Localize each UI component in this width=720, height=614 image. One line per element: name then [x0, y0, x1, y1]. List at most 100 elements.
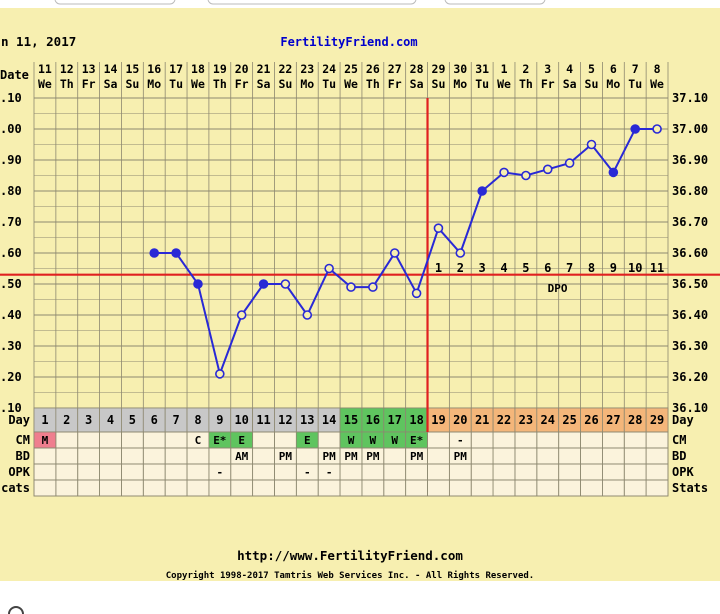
- weekday-label: Tu: [628, 77, 642, 91]
- cycle-day-number: 25: [562, 413, 576, 427]
- temperature-point: [324, 263, 334, 274]
- temp-tick-label-left: .50: [0, 277, 22, 291]
- dpo-number: 9: [610, 261, 617, 275]
- temp-tick-label-right: 36.80: [672, 184, 708, 198]
- row-label-left: CM: [16, 433, 30, 447]
- dpo-number: 11: [650, 261, 664, 275]
- date-number: 1: [501, 62, 508, 76]
- weekday-label: Tu: [169, 77, 183, 91]
- date-number: 31: [475, 62, 489, 76]
- temperature-point: [149, 248, 160, 258]
- dpo-number: 4: [500, 261, 507, 275]
- cycle-day-number: 24: [541, 413, 555, 427]
- dpo-number: 7: [566, 261, 573, 275]
- date-number: 5: [588, 62, 595, 76]
- date-number: 20: [235, 62, 249, 76]
- cycle-day-number: 29: [650, 413, 664, 427]
- temperature-point: [215, 369, 225, 379]
- temp-tick-label-right: 36.50: [672, 277, 708, 291]
- table-row: [33, 463, 669, 481]
- weekday-label: Fr: [388, 77, 402, 91]
- temperature-point: [608, 167, 619, 178]
- cycle-data-table: 1 2 3 4 5 6 7 8 9 10 11 12 13 14 15 16 17 18 19 20 21 22 23 24 2…: [1, 407, 708, 497]
- weekday-label: Sa: [104, 77, 118, 91]
- table-cell-value: PM: [344, 450, 358, 463]
- weekday-label: Tu: [475, 77, 489, 91]
- cycle-day-number: 8: [194, 413, 201, 427]
- date-number: 26: [366, 62, 380, 76]
- cycle-day-number: 26: [584, 413, 598, 427]
- temperature-axis-right: 37.10 37.00 36.90 36.80 36.70 36.60 36.50 36.40…: [672, 91, 708, 415]
- date-number: 28: [410, 62, 424, 76]
- weekday-label: Mo: [300, 77, 314, 91]
- temperature-point: [368, 282, 378, 292]
- temperature-axis-left: .10 .00 .90 .80 .70 .60 .50 .40 .30 .20 .10: [0, 91, 22, 415]
- cycle-day-number: 18: [409, 413, 423, 427]
- top-control-right[interactable]: [444, 0, 546, 5]
- temp-tick-label-left: .90: [0, 153, 22, 167]
- cycle-day-number: 28: [628, 413, 642, 427]
- weekday-label: Mo: [453, 77, 467, 91]
- dpo-number: 2: [457, 261, 464, 275]
- weekday-label: Th: [60, 77, 74, 91]
- row-label-right: Day: [672, 413, 694, 427]
- cycle-day-number: 12: [278, 413, 292, 427]
- row-label-left: cats: [1, 481, 30, 495]
- top-control-left[interactable]: [54, 0, 176, 5]
- temp-tick-label-right: 36.40: [672, 308, 708, 322]
- temperature-point: [564, 158, 575, 168]
- date-number: 25: [344, 62, 358, 76]
- dpo-number: 10: [628, 261, 642, 275]
- temperature-point: [455, 248, 466, 258]
- cycle-day-number: 27: [606, 413, 620, 427]
- date-number: 2: [522, 62, 529, 76]
- date-number: 14: [104, 62, 118, 76]
- table-cell-value: W: [348, 434, 355, 447]
- row-label-right: OPK: [672, 465, 694, 479]
- row-label-right: Stats: [672, 481, 708, 495]
- weekday-label: Th: [366, 77, 380, 91]
- footer-copyright: Copyright 1998-2017 Tamtris Web Services…: [166, 570, 534, 581]
- cycle-day-number: 23: [519, 413, 533, 427]
- temp-tick-label-right: 36.70: [672, 215, 708, 229]
- cycle-day-number: 21: [475, 413, 489, 427]
- temp-tick-label-left: .10: [0, 401, 22, 415]
- top-control-middle[interactable]: [207, 0, 417, 5]
- weekday-label: Su: [278, 77, 292, 91]
- date-number: 4: [566, 62, 573, 76]
- weekday-label: Sa: [563, 77, 577, 91]
- weekday-label: Su: [585, 77, 599, 91]
- cycle-day-number: 14: [322, 413, 336, 427]
- table-cell-value: PM: [279, 450, 293, 463]
- temperature-point: [411, 288, 422, 299]
- cycle-day-number: 22: [497, 413, 511, 427]
- date-number: 6: [610, 62, 617, 76]
- weekday-label: Sa: [410, 77, 424, 91]
- cycle-day-number: 3: [85, 413, 92, 427]
- weekday-label: Th: [213, 77, 227, 91]
- temp-tick-label-right: 36.10: [672, 401, 708, 415]
- table-cell-value: -: [304, 466, 311, 479]
- row-label-right: BD: [672, 449, 686, 463]
- weekday-label: Su: [125, 77, 139, 91]
- temp-tick-label-left: .00: [0, 122, 22, 136]
- temp-tick-label-left: .40: [0, 308, 22, 322]
- weekday-label: We: [38, 77, 52, 91]
- temperature-point: [346, 282, 356, 292]
- temperature-point: [477, 186, 487, 196]
- table-cell-value: C: [195, 434, 202, 447]
- table-cell-value: PM: [454, 450, 468, 463]
- date-number: 22: [278, 62, 292, 76]
- weekday-label: We: [344, 77, 358, 91]
- date-number: 29: [432, 62, 446, 76]
- temperature-point: [171, 248, 181, 258]
- bottom-circle-icon: [8, 606, 24, 614]
- weekday-label: Th: [519, 77, 533, 91]
- row-label-left: BD: [16, 449, 30, 463]
- table-cell-value: PM: [410, 450, 424, 463]
- cycle-day-number: 17: [387, 413, 401, 427]
- temp-tick-label-left: .70: [0, 215, 22, 229]
- temp-tick-label-right: 36.60: [672, 246, 708, 260]
- dpo-number: 1: [435, 261, 442, 275]
- dpo-number: 6: [544, 261, 551, 275]
